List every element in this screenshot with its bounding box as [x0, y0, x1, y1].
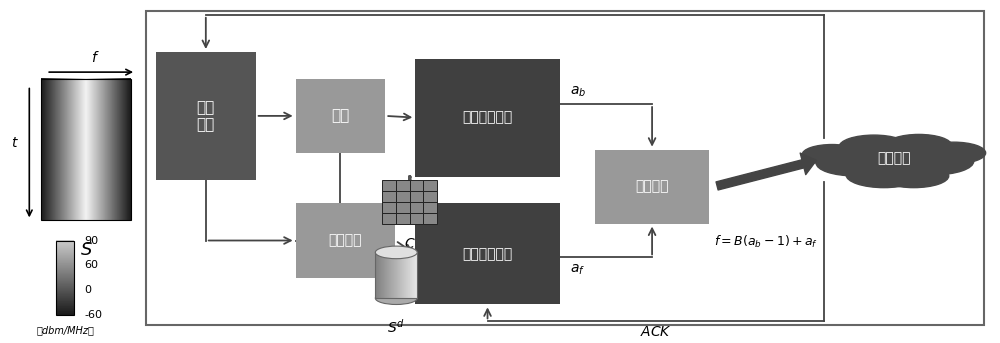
- Text: 频带选择网络: 频带选择网络: [462, 110, 513, 125]
- Bar: [296, 79, 385, 153]
- Bar: [382, 202, 396, 213]
- FancyArrowPatch shape: [716, 153, 816, 190]
- Text: $S^d$: $S^d$: [387, 318, 405, 336]
- Bar: [415, 203, 560, 305]
- Text: $S$: $S$: [80, 240, 93, 259]
- Circle shape: [894, 148, 974, 175]
- Bar: [375, 252, 417, 298]
- Bar: [146, 12, 984, 325]
- Text: $C$: $C$: [404, 237, 416, 251]
- Text: 池化: 池化: [331, 108, 350, 123]
- Bar: [410, 180, 423, 191]
- Text: $a_f$: $a_f$: [570, 262, 585, 277]
- Bar: [396, 191, 410, 202]
- Bar: [423, 191, 437, 202]
- Bar: [396, 180, 410, 191]
- Text: 60: 60: [84, 260, 98, 270]
- Bar: [396, 202, 410, 213]
- Circle shape: [802, 144, 862, 165]
- Text: $a_b$: $a_b$: [570, 85, 586, 99]
- Circle shape: [922, 142, 986, 164]
- Text: 0: 0: [84, 285, 91, 295]
- Bar: [410, 202, 423, 213]
- Bar: [375, 252, 417, 298]
- Bar: [410, 191, 423, 202]
- Bar: [423, 213, 437, 224]
- Bar: [382, 191, 396, 202]
- Circle shape: [879, 164, 949, 188]
- Ellipse shape: [375, 246, 417, 259]
- Text: $f$: $f$: [91, 50, 99, 66]
- Text: $ACK$: $ACK$: [640, 325, 672, 339]
- Circle shape: [839, 135, 909, 159]
- Bar: [423, 202, 437, 213]
- Bar: [595, 150, 709, 224]
- Text: 干扰环境: 干扰环境: [877, 151, 911, 165]
- Bar: [41, 79, 131, 220]
- Bar: [382, 180, 396, 191]
- Bar: [56, 240, 74, 315]
- Text: $f=B(a_b-1)+a_f$: $f=B(a_b-1)+a_f$: [714, 234, 819, 250]
- Text: 频率计算: 频率计算: [635, 180, 669, 193]
- Text: -60: -60: [84, 310, 102, 320]
- Bar: [382, 213, 396, 224]
- Text: $t$: $t$: [11, 135, 19, 150]
- Circle shape: [816, 150, 892, 176]
- Bar: [396, 213, 410, 224]
- Circle shape: [841, 142, 947, 178]
- Text: 频谱
感知: 频谱 感知: [197, 100, 215, 132]
- Bar: [410, 213, 423, 224]
- Text: 90: 90: [84, 236, 98, 246]
- Bar: [296, 203, 395, 277]
- Circle shape: [846, 162, 922, 188]
- Ellipse shape: [375, 292, 417, 305]
- Circle shape: [886, 134, 952, 157]
- Text: 频率选择网络: 频率选择网络: [462, 247, 513, 261]
- Text: （dbm/MHz）: （dbm/MHz）: [36, 325, 94, 335]
- Bar: [423, 180, 437, 191]
- Bar: [415, 59, 560, 177]
- Text: 窗口处理: 窗口处理: [329, 234, 362, 248]
- Bar: [156, 52, 256, 180]
